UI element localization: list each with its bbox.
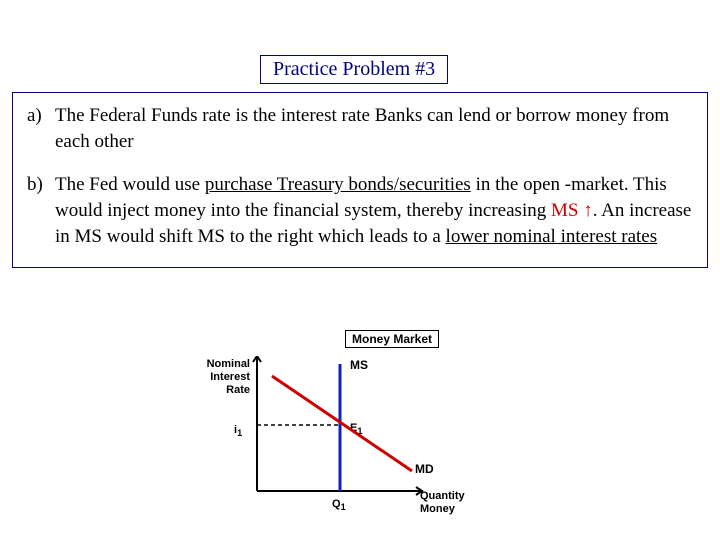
answer-box: a) The Federal Funds rate is the interes… xyxy=(12,92,708,268)
b-prefix: The Fed would use xyxy=(55,174,205,195)
b-underline-1: purchase Treasury bonds/securities xyxy=(205,174,471,195)
item-b: b) The Fed would use purchase Treasury b… xyxy=(27,172,693,249)
item-a-marker: a) xyxy=(27,103,55,154)
i1-label: i1 xyxy=(234,424,242,438)
item-b-marker: b) xyxy=(27,172,55,249)
b-underline-2: lower nominal interest rates xyxy=(446,226,658,247)
y-axis-label: Nominal Interest Rate xyxy=(190,358,250,398)
page-title: Practice Problem #3 xyxy=(260,55,448,84)
md-line xyxy=(272,376,412,471)
item-a: a) The Federal Funds rate is the interes… xyxy=(27,103,693,154)
item-a-text: The Federal Funds rate is the interest r… xyxy=(55,103,693,154)
b-ms: MS xyxy=(551,200,578,221)
item-b-text: The Fed would use purchase Treasury bond… xyxy=(55,172,693,249)
chart-title: Money Market xyxy=(345,330,439,348)
b-arrow: ↑ xyxy=(578,200,592,221)
money-market-chart: Money Market Nominal Interest Rate i1 MS… xyxy=(190,330,530,530)
chart-svg xyxy=(252,356,432,506)
